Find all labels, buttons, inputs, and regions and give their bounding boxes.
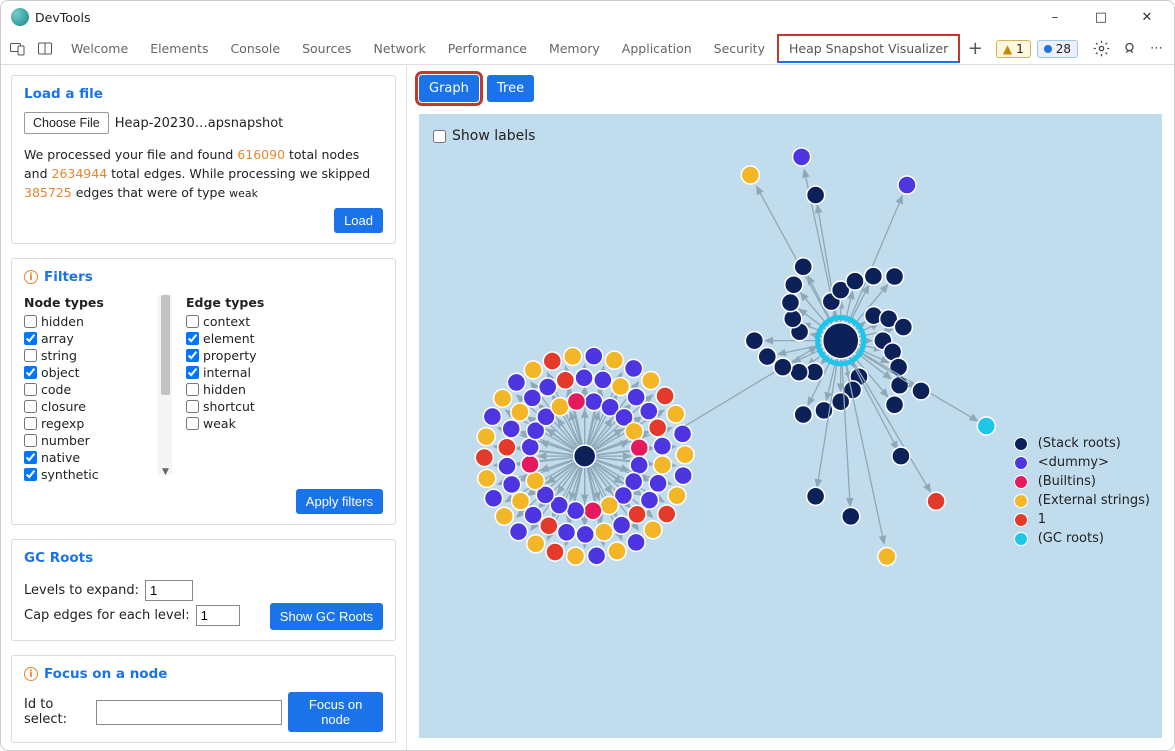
node-type-option-regexp[interactable]: regexp bbox=[24, 415, 144, 432]
node-type-option-native[interactable]: native bbox=[24, 449, 144, 466]
edge-type-option-context[interactable]: context bbox=[186, 313, 306, 330]
tab-performance[interactable]: Performance bbox=[438, 35, 537, 62]
edge-type-option-internal[interactable]: internal bbox=[186, 364, 306, 381]
node-types-column: Node types hiddenarraystringobjectcodecl… bbox=[24, 295, 144, 483]
checkbox[interactable] bbox=[24, 383, 37, 396]
graph-view-button[interactable]: Graph bbox=[419, 75, 479, 102]
checkbox[interactable] bbox=[186, 349, 199, 362]
node-type-option-array[interactable]: array bbox=[24, 330, 144, 347]
cap-label: Cap edges for each level: bbox=[24, 608, 190, 623]
tab-memory[interactable]: Memory bbox=[539, 35, 610, 62]
info-icon: i bbox=[24, 270, 38, 284]
feedback-icon[interactable] bbox=[1116, 36, 1142, 62]
node-type-option-number[interactable]: number bbox=[24, 432, 144, 449]
load-button[interactable]: Load bbox=[334, 208, 383, 233]
checkbox[interactable] bbox=[24, 468, 37, 481]
close-button[interactable]: ✕ bbox=[1124, 2, 1170, 32]
cap-input[interactable] bbox=[196, 605, 240, 626]
node-type-option-synthetic[interactable]: synthetic bbox=[24, 466, 144, 483]
legend: (Stack roots) <dummy> (Builtins) (External … bbox=[1014, 432, 1150, 550]
checkbox[interactable] bbox=[24, 349, 37, 362]
tab-elements[interactable]: Elements bbox=[140, 35, 218, 62]
edge-types-column: Edge types contextelementpropertyinterna… bbox=[186, 295, 306, 483]
checkbox[interactable] bbox=[24, 451, 37, 464]
checkbox[interactable] bbox=[186, 332, 199, 345]
checkbox[interactable] bbox=[24, 417, 37, 430]
tab-heap-snapshot[interactable]: Heap Snapshot Visualizer bbox=[777, 34, 960, 63]
focus-node-panel: i Focus on a node Id to select: Focus on … bbox=[11, 655, 396, 743]
info-icon: i bbox=[24, 667, 38, 681]
legend-row: (Builtins) bbox=[1014, 474, 1150, 489]
app-title: DevTools bbox=[35, 10, 91, 25]
edge-type-option-property[interactable]: property bbox=[186, 347, 306, 364]
legend-row: (Stack roots) bbox=[1014, 436, 1150, 451]
legend-row: (External strings) bbox=[1014, 493, 1150, 508]
legend-row: 1 bbox=[1014, 512, 1150, 527]
node-type-option-closure[interactable]: closure bbox=[24, 398, 144, 415]
load-file-panel: Load a file Choose File Heap-20230…apsna… bbox=[11, 75, 396, 244]
chosen-filename: Heap-20230…apsnapshot bbox=[115, 116, 284, 131]
main-area: Graph Tree Show labels (Stack roots)<dum… bbox=[407, 65, 1174, 750]
checkbox[interactable] bbox=[24, 332, 37, 345]
tab-welcome[interactable]: Welcome bbox=[61, 35, 138, 62]
checkbox[interactable] bbox=[24, 366, 37, 379]
add-tab-icon[interactable]: + bbox=[962, 36, 988, 62]
tree-view-button[interactable]: Tree bbox=[487, 75, 534, 102]
device-icon[interactable] bbox=[5, 36, 31, 62]
focus-on-node-button[interactable]: Focus on node bbox=[288, 692, 383, 732]
node-type-option-string[interactable]: string bbox=[24, 347, 144, 364]
filters-panel: i Filters Node types hiddenarraystringobj… bbox=[11, 258, 396, 525]
checkbox[interactable] bbox=[186, 417, 199, 430]
levels-label: Levels to expand: bbox=[24, 583, 139, 598]
info-badge[interactable]: 28 bbox=[1037, 40, 1078, 58]
node-type-option-code[interactable]: code bbox=[24, 381, 144, 398]
settings-icon[interactable] bbox=[1088, 36, 1114, 62]
checkbox[interactable] bbox=[186, 383, 199, 396]
app-icon bbox=[11, 8, 29, 26]
gc-roots-heading: GC Roots bbox=[24, 550, 383, 566]
filters-heading: Filters bbox=[44, 269, 93, 285]
checkbox[interactable] bbox=[186, 366, 199, 379]
gc-roots-panel: GC Roots Levels to expand: Cap edges for… bbox=[11, 539, 396, 641]
graph-canvas[interactable]: Show labels (Stack roots)<dummy>(Builtin… bbox=[419, 114, 1162, 738]
load-file-heading: Load a file bbox=[24, 86, 383, 102]
tab-security[interactable]: Security bbox=[704, 35, 775, 62]
maximize-button[interactable]: □ bbox=[1078, 2, 1124, 32]
tab-console[interactable]: Console bbox=[220, 35, 290, 62]
devtools-tabs: Welcome Elements Console Sources Network… bbox=[1, 33, 1174, 65]
processed-summary: We processed your file and found 616090 … bbox=[24, 146, 383, 202]
dock-icon[interactable] bbox=[33, 36, 59, 62]
legend-row: <dummy> bbox=[1014, 455, 1150, 470]
legend-row: (GC roots) bbox=[1014, 531, 1150, 546]
checkbox[interactable] bbox=[24, 434, 37, 447]
checkbox[interactable] bbox=[186, 315, 199, 328]
sidebar: Load a file Choose File Heap-20230…apsna… bbox=[1, 65, 407, 750]
titlebar: DevTools – □ ✕ bbox=[1, 1, 1174, 33]
tab-sources[interactable]: Sources bbox=[292, 35, 361, 62]
edge-type-option-shortcut[interactable]: shortcut bbox=[186, 398, 306, 415]
checkbox[interactable] bbox=[24, 400, 37, 413]
edge-type-option-weak[interactable]: weak bbox=[186, 415, 306, 432]
levels-input[interactable] bbox=[145, 580, 193, 601]
edge-type-option-element[interactable]: element bbox=[186, 330, 306, 347]
graph-svg bbox=[419, 114, 1162, 738]
tab-network[interactable]: Network bbox=[364, 35, 436, 62]
id-select-input[interactable] bbox=[96, 700, 282, 725]
node-type-option-object[interactable]: object bbox=[24, 364, 144, 381]
warning-badge[interactable]: ▲1 bbox=[996, 40, 1031, 58]
checkbox[interactable] bbox=[186, 400, 199, 413]
show-gc-roots-button[interactable]: Show GC Roots bbox=[270, 603, 383, 630]
more-icon[interactable]: ⋯ bbox=[1144, 36, 1170, 62]
checkbox[interactable] bbox=[24, 315, 37, 328]
apply-filters-button[interactable]: Apply filters bbox=[296, 489, 383, 514]
tab-application[interactable]: Application bbox=[612, 35, 702, 62]
minimize-button[interactable]: – bbox=[1032, 2, 1078, 32]
choose-file-button[interactable]: Choose File bbox=[24, 112, 109, 134]
edge-type-option-hidden[interactable]: hidden bbox=[186, 381, 306, 398]
id-select-label: Id to select: bbox=[24, 697, 90, 727]
node-type-option-hidden[interactable]: hidden bbox=[24, 313, 144, 330]
scrollbar[interactable]: ▲ ▼ bbox=[158, 295, 172, 475]
focus-heading: Focus on a node bbox=[44, 666, 167, 682]
